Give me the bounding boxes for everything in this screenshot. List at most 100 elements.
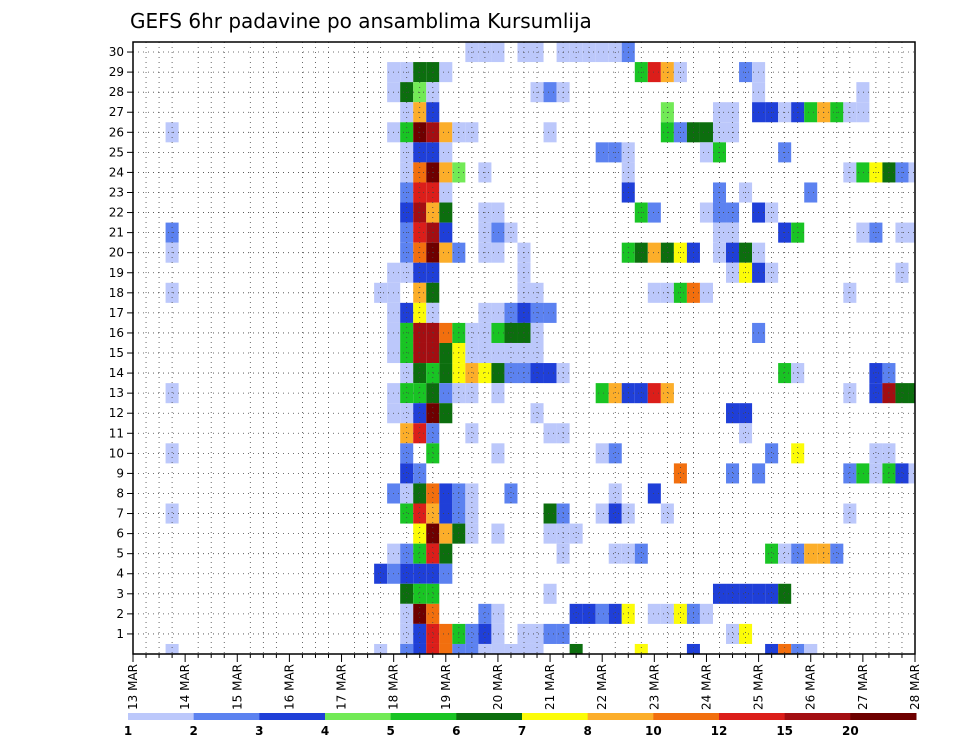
- heatmap-cell: [595, 142, 609, 163]
- colorbar-label: 5: [386, 724, 394, 738]
- heatmap-cell: [400, 563, 414, 584]
- heatmap-cell: [413, 563, 427, 584]
- x-tick-label: 19 MAR: [439, 664, 453, 710]
- heatmap-cell: [830, 543, 844, 564]
- heatmap-cell: [374, 643, 388, 654]
- heatmap-cell: [413, 523, 427, 544]
- heatmap-cell: [804, 643, 818, 654]
- heatmap-cell: [400, 463, 414, 484]
- heatmap-cell: [595, 503, 609, 524]
- heatmap-cell: [491, 222, 505, 243]
- heatmap-cell: [491, 523, 505, 544]
- heatmap-cell: [699, 202, 713, 223]
- heatmap-cell: [908, 383, 915, 404]
- y-tick-label: 29: [109, 65, 124, 79]
- heatmap-cell: [843, 383, 857, 404]
- heatmap-cell: [439, 543, 453, 564]
- heatmap-cell: [426, 603, 440, 624]
- heatmap-cell: [439, 403, 453, 424]
- y-tick-label: 2: [116, 607, 124, 621]
- heatmap-cell: [608, 483, 622, 504]
- x-tick-label: 15 MAR: [230, 664, 244, 710]
- heatmap-cell: [491, 342, 505, 364]
- heatmap-cell: [543, 583, 557, 604]
- y-tick-label: 19: [109, 266, 124, 280]
- heatmap-cell: [856, 162, 870, 183]
- heatmap-cell: [804, 102, 818, 123]
- heatmap-cell: [543, 82, 557, 103]
- heatmap-cell: [739, 403, 753, 424]
- y-tick-label: 28: [109, 85, 124, 99]
- heatmap-cell: [582, 603, 596, 624]
- heatmap-cell: [530, 643, 544, 654]
- heatmap-cell: [400, 363, 414, 384]
- heatmap-cell: [426, 643, 440, 654]
- heatmap-cell: [374, 563, 388, 584]
- heatmap-cell: [426, 523, 440, 544]
- heatmap-cell: [869, 383, 883, 404]
- heatmap-cell: [608, 383, 622, 404]
- heatmap-cell: [595, 603, 609, 624]
- heatmap-cell: [426, 503, 440, 524]
- heatmap-cell: [465, 363, 479, 384]
- colorbar-label: 2: [189, 724, 197, 738]
- heatmap-cells: [165, 42, 915, 654]
- heatmap-cell: [726, 623, 740, 644]
- heatmap-cell: [608, 443, 622, 464]
- colorbar-swatch: [325, 713, 392, 720]
- heatmap-cell: [439, 483, 453, 504]
- heatmap-cell: [465, 643, 479, 654]
- heatmap-cell: [413, 342, 427, 364]
- heatmap-cell: [465, 483, 479, 504]
- y-tick-label: 16: [109, 326, 124, 340]
- heatmap-cell: [400, 623, 414, 644]
- heatmap-cell: [426, 363, 440, 384]
- heatmap-cell: [530, 342, 544, 364]
- heatmap-cell: [647, 62, 661, 83]
- heatmap-cell: [804, 543, 818, 564]
- y-tick-label: 13: [109, 386, 124, 400]
- heatmap-cell: [543, 122, 557, 143]
- heatmap-cell: [400, 543, 414, 564]
- heatmap-cell: [686, 643, 700, 654]
- heatmap-cell: [504, 483, 518, 504]
- colorbar-swatch: [390, 713, 457, 720]
- x-tick-label: 13 MAR: [126, 664, 140, 710]
- heatmap-cell: [478, 342, 492, 364]
- chart-title: GEFS 6hr padavine po ansamblima Kursumli…: [130, 9, 592, 33]
- heatmap-cell: [647, 383, 661, 404]
- y-tick-label: 10: [109, 446, 124, 460]
- heatmap-cell: [426, 342, 440, 364]
- heatmap-cell: [439, 523, 453, 544]
- colorbar-swatch: [128, 713, 195, 720]
- heatmap-cell: [778, 363, 792, 384]
- heatmap-cell: [400, 483, 414, 504]
- heatmap-cell: [726, 583, 740, 604]
- heatmap-cell: [439, 643, 453, 654]
- heatmap-cell: [491, 383, 505, 404]
- colorbar-label: 3: [255, 724, 263, 738]
- heatmap-cell: [465, 423, 479, 444]
- heatmap-cell: [491, 322, 505, 343]
- heatmap-cell: [465, 383, 479, 404]
- heatmap-cell: [413, 603, 427, 624]
- heatmap-cell: [465, 623, 479, 644]
- heatmap-cell: [791, 443, 805, 464]
- y-tick-label: 20: [109, 246, 124, 260]
- heatmap-cell: [439, 122, 453, 143]
- heatmap-cell: [426, 543, 440, 564]
- heatmap-cell: [778, 543, 792, 564]
- heatmap-cell: [699, 122, 713, 143]
- colorbar-swatch: [193, 713, 260, 720]
- heatmap-cell: [908, 162, 915, 183]
- colorbar-swatch: [719, 713, 786, 720]
- heatmap-cell: [856, 102, 870, 123]
- heatmap-cell: [595, 42, 609, 63]
- heatmap-cell: [647, 483, 661, 504]
- colorbar-label: 20: [842, 724, 859, 738]
- heatmap-cell: [491, 443, 505, 464]
- heatmap-cell: [439, 202, 453, 223]
- heatmap-cell: [413, 403, 427, 424]
- x-tick-label: 14 MAR: [178, 664, 192, 710]
- heatmap-cell: [699, 142, 713, 163]
